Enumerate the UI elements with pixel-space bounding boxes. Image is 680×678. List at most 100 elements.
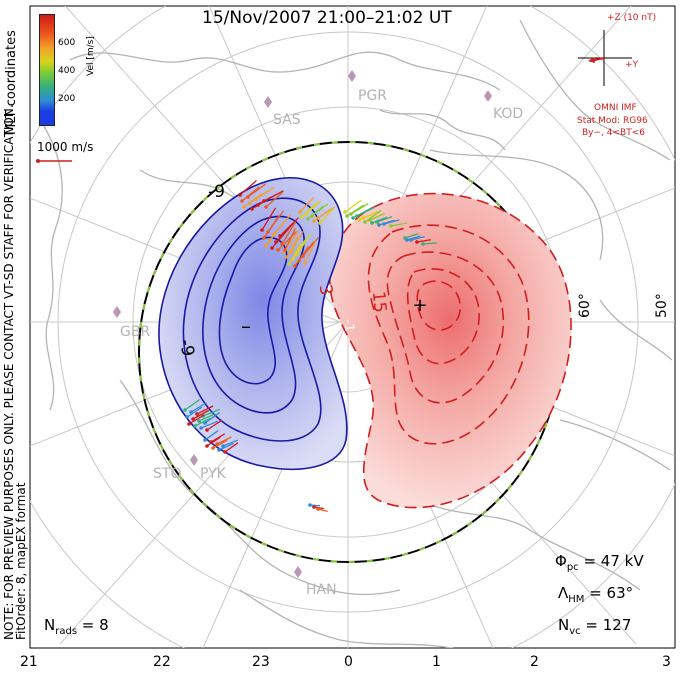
- velocity-vector: [265, 224, 282, 247]
- velocity-vector-origin: [264, 244, 268, 248]
- velocity-vector-origin: [250, 207, 254, 211]
- velocity-vector: [290, 230, 304, 253]
- velocity-vector-origin: [308, 503, 312, 507]
- coastline: [419, 499, 641, 591]
- velocity-vector-origin: [389, 224, 393, 228]
- coastlines: [39, 19, 673, 648]
- n-radars-value: = 8: [77, 616, 109, 634]
- velocity-vector: [222, 439, 239, 447]
- nvc-subscript: vc: [569, 626, 581, 637]
- fit-note: FitOrder: 8, mapEX format: [14, 482, 28, 640]
- velocity-vector-origin: [312, 219, 316, 223]
- velocity-vector-origin: [351, 216, 355, 220]
- velocity-vector: [301, 202, 317, 218]
- velocity-vector: [224, 442, 239, 453]
- velocity-vector-origin: [183, 408, 187, 412]
- velocity-vector: [271, 227, 290, 249]
- velocity-vector-origin: [345, 214, 349, 218]
- velocity-vector-origin: [185, 415, 189, 419]
- positive-contour: [406, 268, 480, 365]
- velocity-vector-origin: [191, 417, 195, 421]
- positive-cell: +: [329, 192, 572, 509]
- velocity-vector: [277, 231, 297, 251]
- velocity-vector-origin: [303, 261, 307, 265]
- velocity-vector: [358, 211, 378, 221]
- velocity-vector: [206, 419, 223, 431]
- imf-source: OMNI IMF: [594, 103, 637, 113]
- map-title: 15/Nov/2007 21:00–21:02 UT: [202, 8, 452, 28]
- n-radars: Nrads = 8: [44, 616, 109, 637]
- velocity-vector: [406, 235, 421, 241]
- station-label-pgr: PGR: [358, 88, 388, 104]
- velocity-vector-origin: [287, 262, 291, 266]
- velocity-vector: [194, 417, 212, 427]
- velocity-vector-origin: [189, 410, 193, 414]
- velocity-vector-origin: [238, 193, 242, 197]
- nvc-symbol: N: [558, 616, 570, 634]
- model-name: Stat Mod: RG96: [577, 116, 648, 126]
- velocity-vector: [190, 402, 207, 413]
- nvc-value: = 127: [580, 616, 632, 634]
- velocity-vector-origin: [205, 444, 209, 448]
- phi-subscript: pc: [566, 562, 579, 573]
- n-vectors: Nvc = 127: [558, 616, 631, 637]
- velocity-vector-origin: [203, 438, 207, 442]
- velocity-vector-origin: [343, 210, 347, 214]
- velocity-vector: [294, 245, 310, 267]
- contour-label: -9: [208, 182, 225, 202]
- mlt-tick-22: 22: [153, 654, 171, 670]
- colorbar-tick: 400: [58, 66, 76, 76]
- velocity-vector: [292, 238, 307, 260]
- velocity-vector-origin: [260, 228, 264, 232]
- velocity-vector: [212, 439, 228, 449]
- velocity-vector: [243, 193, 263, 208]
- velocity-vector-origin: [195, 412, 199, 416]
- velocity-vector-origin: [242, 205, 246, 209]
- velocity-vector: [307, 205, 324, 220]
- velocity-vector: [188, 414, 205, 425]
- velocity-vector: [184, 399, 201, 411]
- velocity-vector: [416, 239, 431, 243]
- velocity-vector-origin: [298, 210, 302, 214]
- velocity-vector: [186, 406, 203, 418]
- velocity-vector-origin: [357, 218, 361, 222]
- station-marker: [190, 454, 198, 466]
- coastline: [519, 19, 671, 161]
- velocity-vector: [216, 436, 232, 445]
- positive-max-marker: +: [412, 295, 427, 316]
- velocity-vector: [304, 241, 317, 264]
- velocity-vector-origin: [197, 419, 201, 423]
- coastline: [599, 299, 673, 361]
- velocity-vector-origin: [199, 426, 203, 430]
- colorbar-tick: 200: [58, 94, 76, 104]
- station-marker: [113, 306, 121, 318]
- station-marker: [294, 566, 302, 578]
- mlt-tick-1: 1: [432, 654, 441, 670]
- velocity-vector: [319, 207, 335, 224]
- velocity-vector: [378, 219, 395, 226]
- coastline: [119, 379, 401, 596]
- phi-symbol: Φ: [555, 552, 567, 570]
- velocity-vector: [202, 408, 220, 417]
- velocity-vector-origin: [264, 205, 268, 209]
- plot-frame: [29, 5, 676, 649]
- station-label-kod: KOD: [493, 106, 524, 122]
- velocity-vector: [196, 405, 214, 415]
- meridian: [30, 187, 675, 447]
- station-label-gbr: GBR: [120, 324, 151, 340]
- velocity-vector-origin: [318, 221, 322, 225]
- velocity-vector-origin: [368, 218, 372, 222]
- velocity-vector-origin: [217, 448, 221, 452]
- velocity-vector-origin: [306, 217, 310, 221]
- velocity-vector-origin: [415, 240, 419, 244]
- velocity-vector-origin: [205, 428, 209, 432]
- velocity-vector-origin: [370, 221, 374, 225]
- station-marker: [264, 96, 272, 108]
- mlt-tick-0: 0: [344, 654, 353, 670]
- imf-y-label: +Y: [625, 60, 639, 70]
- velocity-vector: [410, 236, 425, 241]
- velocity-colorbar: [39, 14, 55, 126]
- imf-z-label: +Z (10 nT): [607, 13, 657, 23]
